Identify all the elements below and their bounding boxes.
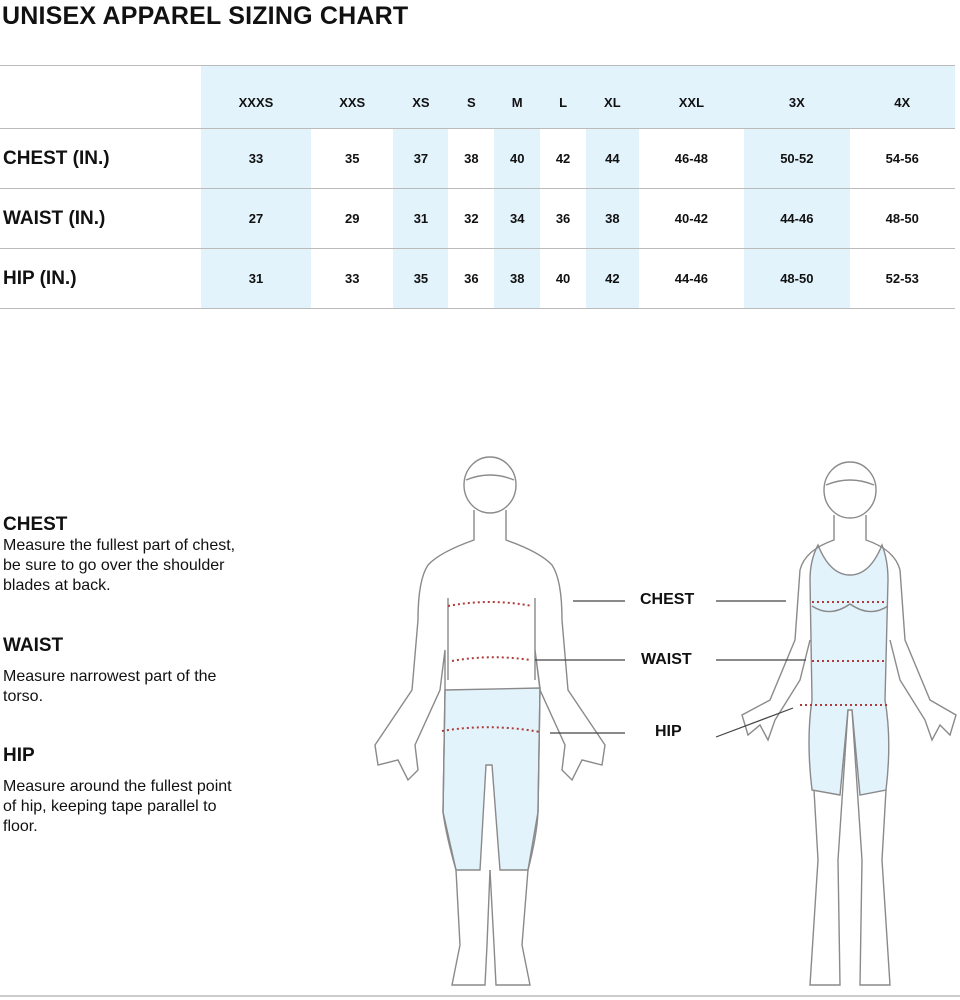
size-value-cell: 36: [448, 248, 495, 309]
size-value-cell: 40: [540, 248, 586, 309]
measure-lines: [441, 601, 890, 733]
page-title: UNISEX APPAREL SIZING CHART: [2, 2, 409, 30]
size-header: XS: [393, 65, 449, 129]
row-label: WAIST (IN.): [0, 188, 201, 249]
size-header: 4X: [849, 65, 955, 129]
size-value-cell: 37: [393, 128, 449, 189]
size-value-cell: 44: [586, 128, 639, 189]
table-row: CHEST (IN.) 33 35 37 38 40 42 44 46-48 50-52 54-56: [0, 128, 955, 189]
row-label: HIP (IN.): [0, 248, 201, 309]
size-value-cell: 35: [310, 128, 394, 189]
size-header: L: [540, 65, 586, 129]
size-value-cell: 38: [448, 128, 495, 189]
row-label: CHEST (IN.): [0, 128, 201, 189]
size-value-cell: 54-56: [849, 128, 955, 189]
size-value-cell: 50-52: [744, 128, 850, 189]
size-value-cell: 46-48: [638, 128, 745, 189]
table-row: WAIST (IN.) 27 29 31 32 34 36 38 40-42 44-46 48-50: [0, 188, 955, 249]
size-value-cell: 31: [393, 188, 449, 249]
waist-heading: WAIST: [3, 635, 64, 656]
size-value-cell: 33: [201, 128, 311, 189]
waist-label: WAIST: [641, 651, 692, 668]
size-header: XXXS: [201, 65, 311, 129]
size-value-cell: 42: [586, 248, 639, 309]
size-value-cell: 35: [393, 248, 449, 309]
size-value-cell: 52-53: [849, 248, 955, 309]
size-value-cell: 36: [540, 188, 586, 249]
female-figure: [741, 461, 957, 986]
waist-instruction: WAIST Measure narrowest part of the tors…: [3, 635, 303, 707]
size-value-cell: 33: [310, 248, 394, 309]
size-header: 3X: [744, 65, 850, 129]
size-value-cell: 29: [310, 188, 394, 249]
chest-label: CHEST: [640, 591, 695, 608]
male-figure: [374, 456, 606, 986]
table-row: HIP (IN.) 31 33 35 36 38 40 42 44-46 48-50 52-53: [0, 248, 955, 309]
chest-text: Measure the fullest part of chest, be su…: [3, 537, 236, 594]
chest-heading: CHEST: [3, 514, 68, 535]
waist-text: Measure narrowest part of the torso.: [3, 668, 217, 705]
size-value-cell: 44-46: [744, 188, 850, 249]
size-value-cell: 40-42: [638, 188, 745, 249]
size-header: S: [448, 65, 495, 129]
hip-heading: HIP: [3, 745, 35, 766]
size-value-cell: 34: [494, 188, 541, 249]
size-value-cell: 38: [586, 188, 639, 249]
size-value-cell: 38: [494, 248, 541, 309]
hip-instruction: HIP Measure around the fullest point of …: [3, 745, 303, 837]
size-header: M: [494, 65, 541, 129]
size-value-cell: 40: [494, 128, 541, 189]
bottom-divider: [0, 995, 960, 997]
size-value-cell: 42: [540, 128, 586, 189]
size-value-cell: 31: [201, 248, 311, 309]
size-header: XL: [586, 65, 639, 129]
size-header: XXS: [310, 65, 394, 129]
size-value-cell: 48-50: [849, 188, 955, 249]
hip-label: HIP: [655, 723, 682, 740]
chest-instruction: CHEST Measure the fullest part of chest,…: [3, 514, 303, 596]
leader-lines: [535, 600, 806, 738]
size-value-cell: 48-50: [744, 248, 850, 309]
size-value-cell: 32: [448, 188, 495, 249]
size-value-cell: 44-46: [638, 248, 745, 309]
hip-text: Measure around the fullest point of hip,…: [3, 778, 232, 835]
size-header: XXL: [638, 65, 745, 129]
size-header-row: XXXS XXS XS S M L XL XXL 3X 4X: [0, 65, 955, 129]
size-table: XXXS XXS XS S M L XL XXL 3X 4X CHEST (IN…: [0, 65, 955, 309]
corner-cell: [0, 65, 201, 129]
size-value-cell: 27: [201, 188, 311, 249]
